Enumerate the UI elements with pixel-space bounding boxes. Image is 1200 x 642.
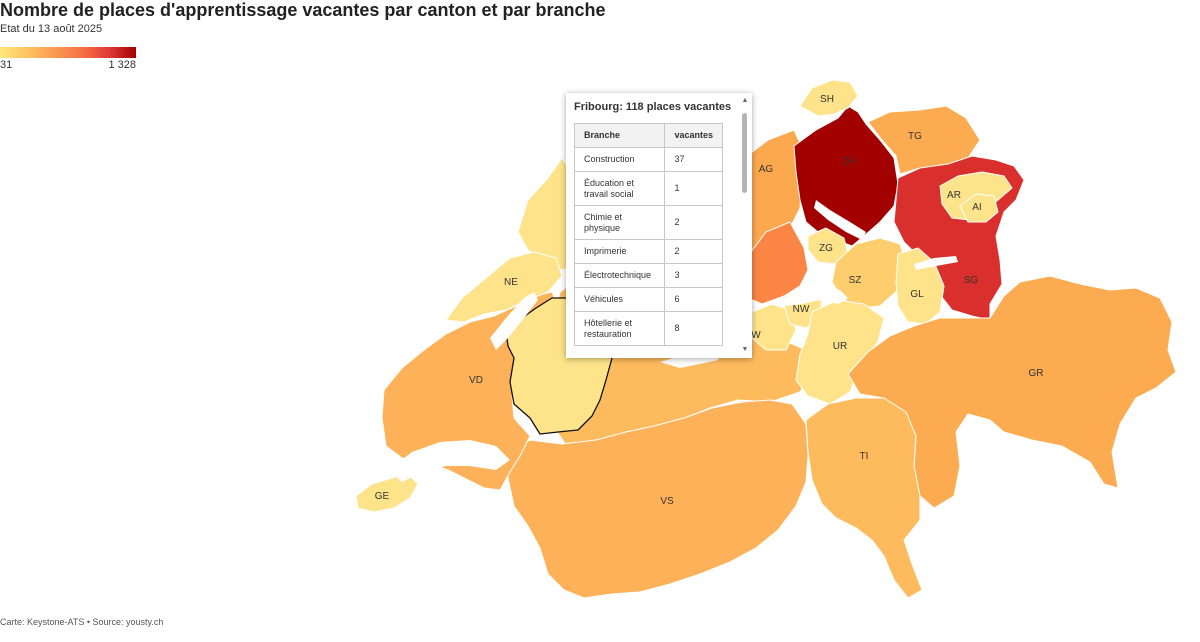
- table-row: Éducation et travail social 1: [574, 171, 723, 206]
- canton-ge[interactable]: [355, 471, 419, 513]
- scroll-up-arrow-icon[interactable]: ▲: [741, 97, 749, 104]
- row-branche: Électrotechnique: [574, 263, 666, 288]
- canton-label-vs: VS: [660, 496, 674, 507]
- column-header-vacantes: vacantes: [664, 123, 723, 148]
- canton-ai[interactable]: [959, 193, 999, 223]
- canton-label-zh: ZH: [842, 156, 855, 167]
- lake-lucerne: [780, 286, 848, 306]
- canton-ow[interactable]: [751, 303, 797, 351]
- canton-label-ne: NE: [504, 277, 518, 288]
- tooltip-title: Fribourg: 118 places vacantes: [574, 101, 732, 113]
- canton-label-zg: ZG: [819, 243, 833, 254]
- row-vacantes: 37: [664, 147, 723, 172]
- table-row: Électrotechnique 3: [574, 263, 723, 288]
- canton-labels: GE VD NE VS AG ZH SH TG SG AR AI ZG SZ GL W NW UR GR TI: [375, 94, 1044, 507]
- scroll-thumb[interactable]: [742, 113, 747, 193]
- table-row: Véhicules 6: [574, 287, 723, 312]
- row-branche: Éducation et travail social: [574, 171, 666, 206]
- canton-tooltip[interactable]: Fribourg: 118 places vacantes Branche va…: [566, 93, 752, 358]
- canton-label-ge: GE: [375, 491, 390, 502]
- branch-table: Branche vacantes Construction 37 Éducatio…: [574, 123, 723, 346]
- row-vacantes: 2: [664, 205, 723, 240]
- canton-label-sz: SZ: [849, 275, 862, 286]
- column-header-branche: Branche: [574, 123, 666, 148]
- canton-gr[interactable]: [847, 275, 1177, 509]
- row-branche: Chimie et physique: [574, 205, 666, 240]
- table-row: Imprimerie 2: [574, 239, 723, 264]
- canton-label-ow: W: [751, 330, 761, 341]
- canton-label-ar: AR: [947, 190, 961, 201]
- row-vacantes: 2: [664, 239, 723, 264]
- canton-label-ti: TI: [860, 451, 869, 462]
- canton-label-ur: UR: [833, 341, 847, 352]
- canton-label-sg: SG: [964, 275, 979, 286]
- scroll-down-arrow-icon[interactable]: ▼: [741, 346, 749, 353]
- source-credit: Carte: Keystone-ATS • Source: yousty.ch: [0, 617, 164, 627]
- canton-label-nw: NW: [793, 304, 810, 315]
- canton-ur[interactable]: [795, 299, 885, 405]
- canton-vs[interactable]: [507, 399, 809, 599]
- canton-label-vd: VD: [469, 375, 483, 386]
- lake-geneva: [388, 440, 510, 482]
- canton-label-tg: TG: [908, 131, 922, 142]
- lake-neuchatel: [490, 292, 538, 350]
- canton-label-ai: AI: [972, 202, 981, 213]
- table-row: Construction 37: [574, 147, 723, 172]
- tooltip-scrollbar[interactable]: ▲ ▼: [741, 97, 749, 354]
- canton-ti[interactable]: [805, 397, 923, 599]
- row-branche: Hôtellerie et restauration: [574, 311, 666, 346]
- row-vacantes: 8: [664, 311, 723, 346]
- row-branche: Construction: [574, 147, 666, 172]
- canton-label-sh: SH: [820, 94, 834, 105]
- canton-label-gr: GR: [1029, 368, 1044, 379]
- legend-max-label: 1 328: [108, 59, 136, 71]
- color-legend: 31 1 328: [0, 47, 136, 72]
- canton-label-gl: GL: [910, 289, 924, 300]
- chart-subtitle: Etat du 13 août 2025: [0, 23, 103, 35]
- chart-title: Nombre de places d'apprentissage vacante…: [0, 0, 606, 20]
- table-row: Chimie et physique 2: [574, 205, 723, 240]
- row-branche: Imprimerie: [574, 239, 666, 264]
- table-row: Hôtellerie et restauration 8: [574, 311, 723, 346]
- row-vacantes: 1: [664, 171, 723, 206]
- tooltip-content: Fribourg: 118 places vacantes Branche va…: [574, 101, 734, 358]
- canton-sh[interactable]: [799, 79, 859, 117]
- canton-ne[interactable]: [445, 251, 563, 323]
- canton-gl[interactable]: [895, 247, 945, 325]
- row-branche: Véhicules: [574, 287, 666, 312]
- row-vacantes: 3: [664, 263, 723, 288]
- legend-gradient-bar: [0, 47, 136, 58]
- lake-zurich: [814, 200, 866, 240]
- lake-walen: [914, 256, 958, 270]
- canton-label-ag: AG: [759, 164, 774, 175]
- legend-min-label: 31: [0, 59, 13, 71]
- table-header-row: Branche vacantes: [574, 123, 723, 148]
- row-vacantes: 6: [664, 287, 723, 312]
